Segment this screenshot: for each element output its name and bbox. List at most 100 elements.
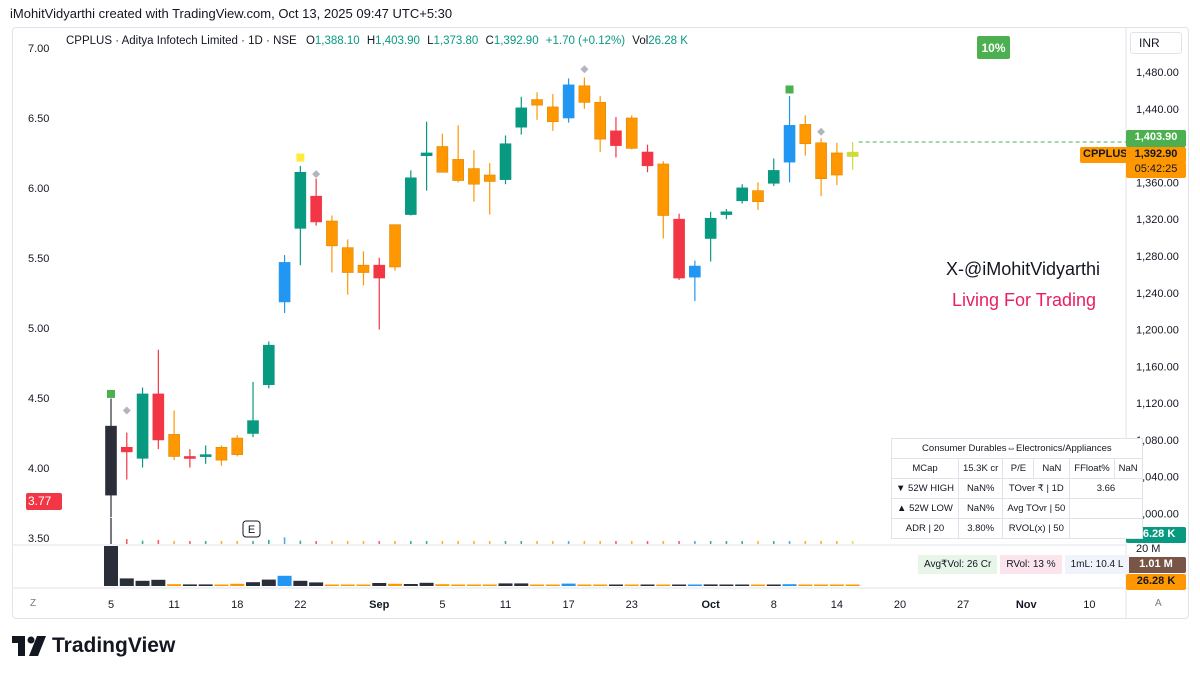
price-pane-volume-tick	[125, 539, 128, 544]
volume-bar	[640, 584, 655, 586]
price-pane-volume-tick	[173, 541, 175, 544]
candle-body[interactable]	[247, 420, 259, 434]
volume-bar	[829, 584, 844, 586]
candle-body[interactable]	[483, 174, 496, 182]
candle-body[interactable]	[310, 195, 322, 223]
x-tick-label: Nov	[1016, 599, 1038, 611]
candle-body[interactable]	[610, 130, 622, 146]
x-tick-label: 27	[957, 599, 969, 611]
candle-body[interactable]	[783, 125, 796, 163]
y-tick-label: 1,080.00	[1136, 435, 1179, 447]
candle-body[interactable]	[831, 152, 843, 176]
x-tick-label: Sep	[369, 599, 389, 611]
candle-body[interactable]	[689, 265, 701, 278]
candle-body[interactable]	[357, 264, 370, 273]
tradingview-logo[interactable]: TradingView	[12, 634, 175, 658]
table-cell: ▲ 52W LOW	[891, 498, 959, 519]
header-caption: iMohitVidyarthi created with TradingView…	[10, 6, 453, 21]
x-tick-label: 11	[500, 599, 511, 611]
price-pane-volume-tick	[299, 540, 302, 544]
signal-marker	[107, 389, 115, 398]
currency-selector[interactable]: INR	[1130, 32, 1182, 54]
candle-body[interactable]	[641, 151, 654, 167]
volume-bar	[135, 580, 150, 586]
table-cell: FFloat%	[1069, 458, 1115, 479]
candle-body[interactable]	[657, 163, 670, 216]
candle-body[interactable]	[468, 168, 480, 185]
symbol-badge: CPPLUS	[1080, 147, 1131, 163]
volume-bar	[372, 583, 387, 586]
price-pane-volume-tick	[268, 539, 270, 544]
price-pane-volume-tick	[836, 541, 838, 544]
left-tick-label: 4.50	[28, 393, 49, 405]
x-tick-label: 11	[168, 599, 179, 611]
candle-body[interactable]	[846, 151, 859, 157]
candle-body[interactable]	[105, 425, 117, 496]
auto-scale-button[interactable]: A	[1155, 598, 1162, 609]
signal-marker	[785, 85, 794, 94]
table-cell: MCap	[891, 458, 959, 479]
x-tick-label: 14	[831, 599, 843, 611]
price-pane-volume-tick	[441, 541, 444, 544]
candle-body[interactable]	[405, 177, 417, 215]
candle-body[interactable]	[262, 344, 275, 386]
price-pane-volume-tick	[110, 518, 112, 544]
price-pane-volume-tick	[331, 541, 333, 544]
candle-body[interactable]	[499, 143, 512, 180]
candle-body[interactable]	[704, 217, 717, 239]
candle-body[interactable]	[799, 124, 812, 145]
candle-body[interactable]	[341, 247, 354, 273]
price-pane-volume-tick	[220, 541, 223, 544]
candle-body[interactable]	[562, 84, 575, 119]
candle-body[interactable]	[215, 446, 228, 461]
candle-body[interactable]	[294, 171, 307, 229]
volume-bar	[246, 582, 261, 586]
candle-body[interactable]	[436, 146, 449, 173]
volume-bar	[435, 584, 450, 586]
candle-body[interactable]	[199, 454, 212, 457]
earnings-marker[interactable]: E	[242, 520, 261, 538]
candle-body[interactable]	[736, 187, 749, 202]
candle-body[interactable]	[594, 102, 606, 140]
volume-bar	[577, 584, 592, 586]
candle-body[interactable]	[531, 99, 543, 106]
candle-body[interactable]	[547, 106, 559, 122]
candle-body[interactable]	[625, 117, 638, 149]
candle-body[interactable]	[673, 218, 685, 279]
info-table-title: Consumer Durables⇔Electronics/Appliances	[891, 438, 1143, 459]
candle-body[interactable]	[168, 434, 180, 457]
candle-body[interactable]	[752, 190, 764, 202]
volume-bar	[419, 582, 434, 586]
candle-body[interactable]	[720, 211, 733, 215]
legend-high-label: H	[366, 35, 376, 47]
volume-bar	[608, 584, 623, 586]
volume-bar	[356, 584, 371, 586]
x-tick-label: 5	[439, 599, 445, 611]
table-row: ADR | 20 3.80% RVOL(x) | 50	[891, 518, 1143, 539]
volume-bar	[277, 575, 292, 586]
candle-body[interactable]	[515, 107, 528, 128]
candle-body[interactable]	[452, 159, 464, 181]
zoom-button[interactable]: Z	[30, 598, 37, 609]
candle-body[interactable]	[420, 152, 433, 157]
volume-bar	[451, 584, 466, 586]
candle-body[interactable]	[120, 446, 133, 453]
candle-body[interactable]	[231, 437, 244, 455]
candle-body[interactable]	[326, 220, 338, 247]
candle-body[interactable]	[767, 170, 780, 184]
candle-body[interactable]	[278, 262, 291, 303]
candle-body[interactable]	[152, 393, 165, 441]
candle-body[interactable]	[578, 85, 591, 103]
candle-body[interactable]	[136, 393, 149, 459]
volume-bar	[814, 584, 829, 586]
candle-body[interactable]	[389, 224, 401, 268]
table-cell: 15.3K cr	[957, 458, 1004, 479]
candle-body[interactable]	[373, 264, 386, 279]
candle-body[interactable]	[184, 456, 196, 459]
legend-low-label: L	[427, 35, 434, 47]
candle-body[interactable]	[815, 142, 827, 179]
price-pane-volume-tick	[157, 539, 160, 544]
table-cell: NaN	[1033, 458, 1071, 479]
left-tick-label: 3.50	[28, 533, 49, 545]
